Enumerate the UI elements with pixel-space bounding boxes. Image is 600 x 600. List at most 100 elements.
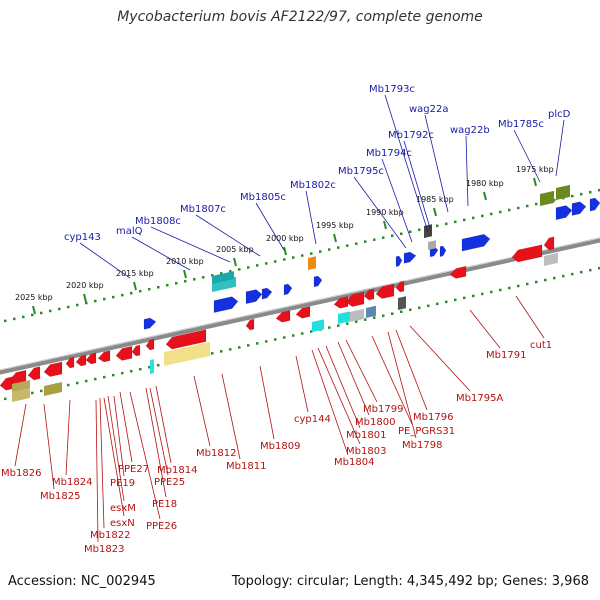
forward-gene-arrow <box>395 255 403 267</box>
gene-label-bottom: cut1 <box>530 340 552 351</box>
gene-label-bottom: Mb1791 <box>486 350 526 361</box>
gene-leader-bottom <box>145 387 167 498</box>
scale-dot-bottom <box>283 336 286 339</box>
scale-tick-label: 2010 kbp <box>166 257 204 266</box>
scale-dot-top <box>391 234 394 237</box>
scale-tick-mark <box>533 177 537 187</box>
reverse-gene-arrow <box>345 291 365 307</box>
scale-dot-top <box>193 278 196 281</box>
gene-label-top: Mb1793c <box>369 84 415 95</box>
scale-dot-top <box>4 319 7 323</box>
scale-dot-bottom <box>481 292 484 296</box>
annotation-block <box>12 388 30 402</box>
gene-label-bottom: cyp144 <box>294 414 331 425</box>
annotation-block <box>428 240 436 250</box>
scale-tick-mark <box>333 233 337 243</box>
annotation-block <box>308 256 316 270</box>
scale-dot-top <box>301 254 304 257</box>
scale-tick-mark <box>483 191 487 201</box>
gene-label-bottom: Mb1804 <box>334 457 374 468</box>
reverse-gene-arrow <box>275 310 291 323</box>
scale-dot-top <box>364 240 367 243</box>
gene-label-bottom: esxN <box>110 518 135 529</box>
scale-ticks: 2025 kbp 2020 kbp 2015 kbp 2010 kbp 2005 kbp… <box>15 165 554 315</box>
scale-dot-top <box>490 212 493 216</box>
scale-dot-top <box>229 270 232 273</box>
scale-dot-top <box>139 289 142 293</box>
gene-leader-bottom <box>129 391 161 520</box>
gene-label-bottom: Mb1798 <box>402 440 442 451</box>
gene-leader-top <box>195 214 261 257</box>
scale-dot-top <box>382 236 385 239</box>
scale-dot-bottom <box>544 278 547 282</box>
scale-dot-top <box>166 283 169 287</box>
scale-dot-top <box>40 311 43 315</box>
scale-dot-bottom <box>418 306 421 310</box>
reverse-gene-arrow <box>115 345 133 361</box>
gene-label-bottom: Mb1822 <box>90 530 130 541</box>
reverse-gene-arrow <box>245 318 255 331</box>
reverse-gene-arrow <box>511 244 543 263</box>
gene-label-bottom: Mb1803 <box>346 446 386 457</box>
scale-dot-bottom <box>517 284 520 288</box>
scale-tick-label: 2000 kbp <box>266 234 304 243</box>
scale-dot-top <box>589 190 592 194</box>
annotation-block <box>12 380 30 392</box>
scale-dot-bottom <box>157 363 160 367</box>
gene-leader-top <box>513 129 541 183</box>
scale-dot-top <box>463 218 466 222</box>
scale-dot-bottom <box>310 330 313 333</box>
forward-gene-arrow <box>461 233 491 252</box>
scale-dot-top <box>247 266 250 269</box>
scale-dot-bottom <box>355 320 358 323</box>
gene-leader-bottom <box>395 329 428 411</box>
scale-dot-bottom <box>427 304 430 308</box>
scale-dot-bottom <box>139 367 142 371</box>
gene-leader-bottom <box>103 397 125 517</box>
scale-dot-top <box>220 272 223 275</box>
scale-dot-top <box>571 194 574 198</box>
gene-leader-bottom <box>469 309 501 349</box>
accession-text: Accession: NC_002945 <box>8 574 156 589</box>
gene-leader-bottom <box>99 397 105 529</box>
gene-leader-bottom <box>149 387 169 476</box>
genome-summary: Topology: circular; Length: 4,345,492 bp… <box>231 574 589 589</box>
scale-dot-bottom <box>598 266 600 270</box>
scale-dot-top <box>256 264 259 267</box>
gene-leader-bottom <box>65 399 71 476</box>
annotation-block <box>556 184 570 200</box>
gene-label-bottom: Mb1814 <box>157 465 197 476</box>
scale-dot-top <box>499 210 502 214</box>
annotation-block <box>44 382 62 396</box>
scale-dot-top <box>157 285 160 289</box>
gene-leader-top <box>424 114 449 213</box>
scale-tick-label: 1990 kbp <box>366 208 404 217</box>
gene-leader-top <box>150 226 231 263</box>
gene-label-bottom: Mb1823 <box>84 544 124 555</box>
genome-backbone <box>0 237 600 375</box>
scale-dot-top <box>373 238 376 241</box>
forward-gene-arrow <box>313 275 323 288</box>
gene-labels: cyp143malQMb1808cMb1807cMb1805cMb1802cMb… <box>1 84 571 555</box>
annotation-block <box>350 308 364 322</box>
gene-label-bottom: Mb1795A <box>456 393 503 404</box>
reverse-gene-arrow <box>449 265 467 279</box>
annotation-block <box>164 341 210 366</box>
scale-dot-bottom <box>328 326 331 329</box>
gene-label-bottom: Mb1812 <box>196 448 236 459</box>
scale-tick-mark <box>133 281 137 291</box>
gene-leader-bottom <box>107 395 125 502</box>
scale-dot-top <box>49 309 52 313</box>
forward-gene-arrow <box>589 197 600 212</box>
scale-dot-bottom <box>499 288 502 292</box>
gene-leader-top <box>555 119 565 177</box>
gene-leader-bottom <box>337 341 370 416</box>
gene-leader-top <box>79 242 131 279</box>
scale-dot-top <box>211 274 214 277</box>
scale-dot-bottom <box>346 322 349 325</box>
annotation-block <box>212 271 234 284</box>
scale-dot-bottom <box>445 300 448 304</box>
gene-label-bottom: Mb1824 <box>52 477 92 488</box>
scale-dot-bottom <box>40 389 43 393</box>
